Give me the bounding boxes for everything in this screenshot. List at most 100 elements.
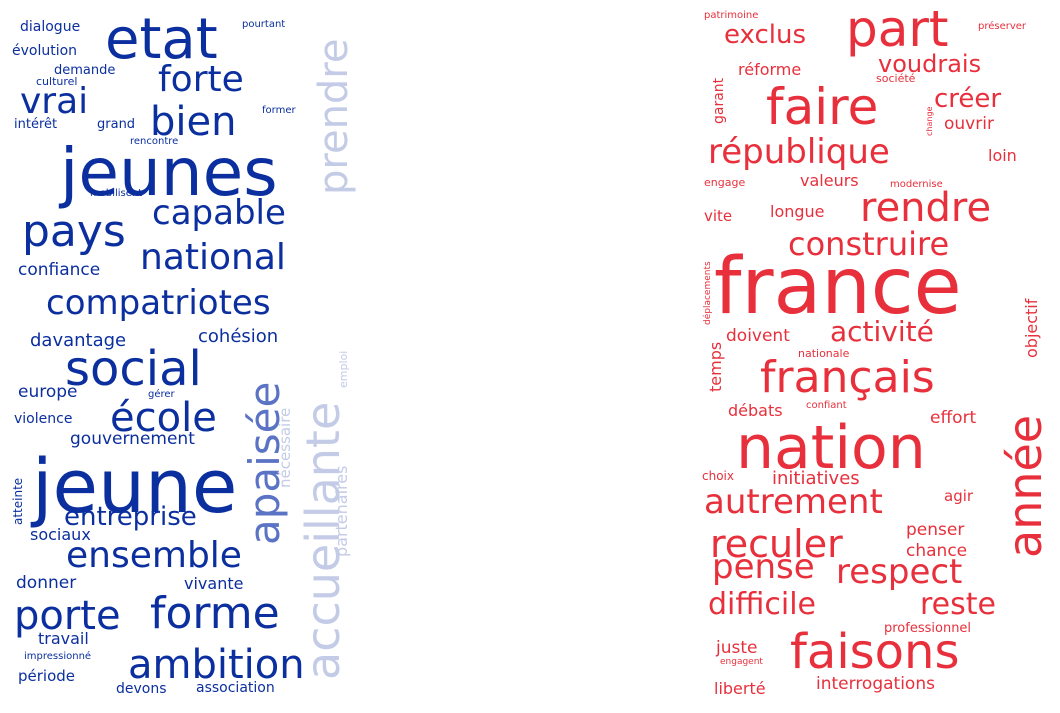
right-word-ouvrir: ouvrir bbox=[944, 114, 994, 134]
left-word-gouvernement: gouvernement bbox=[70, 429, 195, 449]
left-word-pays: pays bbox=[22, 206, 126, 257]
right-word-engage: engage bbox=[704, 176, 746, 189]
right-word-faisons: faisons bbox=[790, 624, 960, 680]
right-word-construire: construire bbox=[788, 225, 950, 263]
right-word-modernise: modernise bbox=[890, 179, 943, 190]
right-word-societe: société bbox=[876, 72, 916, 85]
left-word-emploi: emploi bbox=[337, 350, 350, 388]
right-word-vite: vite bbox=[704, 207, 733, 225]
left-word-ensemble: ensemble bbox=[66, 535, 242, 576]
right-word-temps: temps bbox=[706, 341, 725, 392]
left-word-association: association bbox=[196, 680, 275, 696]
left-word-forme: forme bbox=[150, 588, 280, 639]
right-word-garant: garant bbox=[711, 77, 727, 124]
left-word-violence: violence bbox=[14, 411, 73, 427]
right-word-deplacements: déplacements bbox=[703, 261, 713, 325]
right-word-republique: république bbox=[708, 132, 890, 172]
left-word-compatriotes: compatriotes bbox=[46, 283, 271, 323]
left-word-entreprise: entreprise bbox=[64, 502, 197, 532]
left-word-mobilisent: mobilisent bbox=[90, 188, 143, 199]
right-word-pense: pense bbox=[712, 547, 815, 587]
right-word-interrogations: interrogations bbox=[816, 674, 935, 694]
right-word-respect: respect bbox=[836, 552, 963, 592]
right-word-change: change bbox=[925, 106, 934, 136]
left-word-etat: etat bbox=[105, 7, 218, 72]
left-word-europe: europe bbox=[18, 382, 78, 402]
left-word-necessaire: nécessaire bbox=[276, 407, 294, 488]
left-word-devons: devons bbox=[116, 681, 167, 697]
right-word-faire: faire bbox=[766, 78, 879, 136]
right-word-penser: penser bbox=[906, 520, 965, 540]
left-word-travail: travail bbox=[38, 629, 89, 648]
left-word-periode: période bbox=[18, 667, 76, 685]
right-word-engagent: engagent bbox=[720, 657, 763, 667]
left-word-national: national bbox=[140, 237, 286, 278]
right-word-objectif: objectif bbox=[1022, 298, 1041, 358]
right-word-patrimoine: patrimoine bbox=[704, 10, 759, 21]
right-word-reforme: réforme bbox=[738, 60, 802, 79]
right-word-choix: choix bbox=[702, 469, 734, 483]
right-word-nation: nation bbox=[736, 413, 926, 483]
right-word-exclus: exclus bbox=[724, 20, 807, 50]
left-word-dialogue: dialogue bbox=[20, 19, 81, 35]
right-word-confiant: confiant bbox=[806, 400, 847, 411]
word-cloud-right: france nation faisons faire part année françai… bbox=[690, 0, 1060, 713]
left-word-forte: forte bbox=[158, 59, 244, 100]
left-word-interet: intérêt bbox=[14, 117, 58, 132]
right-word-activite: activité bbox=[830, 315, 934, 348]
left-word-rencontre: rencontre bbox=[130, 136, 179, 147]
left-word-jeune: jeune bbox=[32, 444, 238, 530]
left-word-gerer: gérer bbox=[148, 389, 175, 400]
right-word-initiatives: initiatives bbox=[772, 468, 860, 489]
left-word-demande: demande bbox=[54, 63, 116, 78]
left-word-former: former bbox=[262, 105, 296, 116]
right-word-voudrais: voudrais bbox=[878, 50, 982, 78]
right-word-francais: français bbox=[760, 352, 935, 403]
right-word-preserver: préserver bbox=[978, 21, 1027, 32]
right-word-chance: chance bbox=[906, 541, 968, 561]
left-word-social: social bbox=[65, 341, 202, 397]
left-word-donner: donner bbox=[16, 573, 77, 593]
left-word-bien: bien bbox=[150, 99, 237, 145]
left-word-vrai: vrai bbox=[20, 81, 89, 122]
right-word-reculer: reculer bbox=[710, 522, 843, 566]
right-word-debats: débats bbox=[728, 401, 783, 420]
left-word-jeunes: jeunes bbox=[60, 134, 278, 211]
left-word-vivante: vivante bbox=[184, 574, 244, 593]
right-word-annee: année bbox=[998, 414, 1052, 558]
word-cloud-left: jeunes jeune etat social accueillante apaisée… bbox=[0, 0, 360, 713]
right-word-liberte: liberté bbox=[714, 679, 766, 698]
left-word-cohesion: cohésion bbox=[198, 326, 279, 347]
left-word-davantage: davantage bbox=[30, 330, 127, 351]
right-word-doivent: doivent bbox=[726, 326, 790, 346]
left-word-grand: grand bbox=[97, 117, 136, 132]
left-word-porte: porte bbox=[14, 593, 121, 639]
left-word-ecole: école bbox=[110, 395, 217, 441]
left-word-atteinte: atteinte bbox=[11, 477, 25, 525]
left-word-evolution: évolution bbox=[12, 43, 78, 59]
left-word-ambition: ambition bbox=[128, 642, 305, 688]
left-word-sociaux: sociaux bbox=[30, 525, 91, 544]
right-word-professionnel: professionnel bbox=[884, 621, 972, 636]
right-word-longue: longue bbox=[770, 202, 825, 221]
left-word-confiance: confiance bbox=[18, 260, 101, 280]
left-word-capable: capable bbox=[152, 193, 286, 233]
right-word-agir: agir bbox=[944, 487, 974, 505]
left-word-pourtant: pourtant bbox=[242, 19, 286, 30]
left-word-partenaires: partenaires bbox=[332, 465, 351, 557]
right-word-creer: créer bbox=[934, 84, 1002, 114]
left-word-culturel: culturel bbox=[36, 75, 78, 88]
right-word-france: france bbox=[714, 242, 962, 332]
right-word-nationale: nationale bbox=[798, 347, 850, 360]
right-word-reste: reste bbox=[920, 587, 996, 622]
right-word-part: part bbox=[846, 0, 949, 58]
right-word-juste: juste bbox=[716, 638, 758, 658]
right-word-loin: loin bbox=[988, 146, 1017, 165]
right-word-rendre: rendre bbox=[860, 185, 992, 231]
right-word-effort: effort bbox=[930, 408, 977, 428]
right-word-difficile: difficile bbox=[708, 587, 817, 622]
left-word-impressionne: impressionné bbox=[24, 651, 92, 662]
right-word-valeurs: valeurs bbox=[800, 171, 859, 190]
left-word-prendre: prendre bbox=[311, 38, 357, 195]
right-word-autrement: autrement bbox=[704, 482, 883, 522]
